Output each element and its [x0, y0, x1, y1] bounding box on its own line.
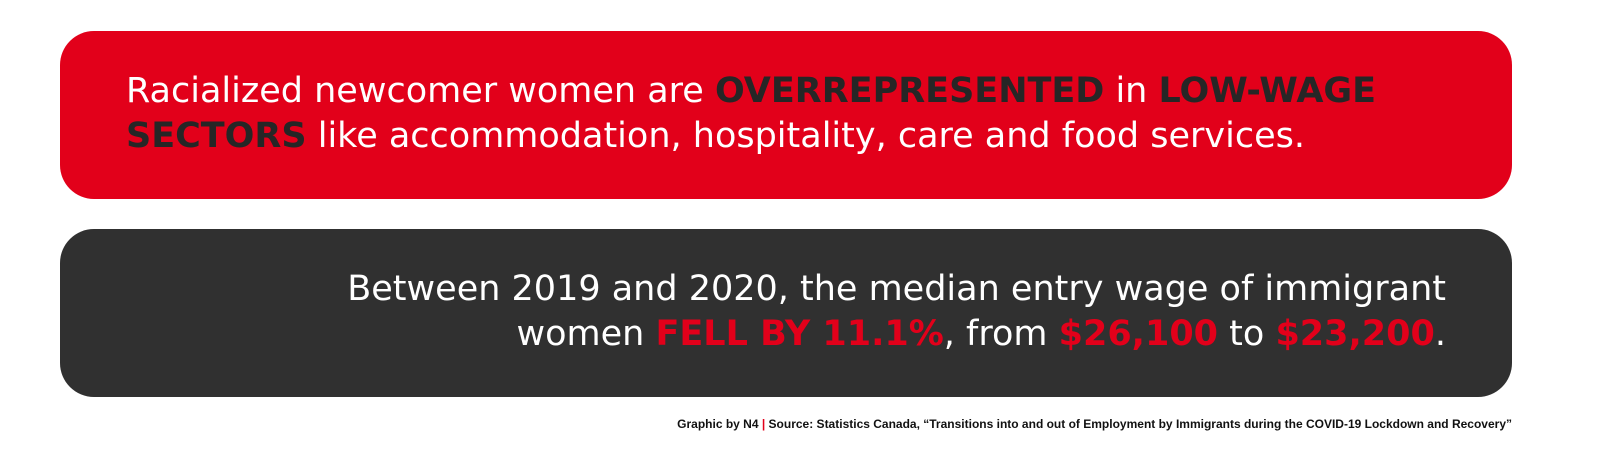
sectors-emphasis: SECTORS	[126, 116, 307, 156]
wage-2020-value: $23,200	[1275, 314, 1435, 354]
wage-drop-statement: Between 2019 and 2020, the median entry …	[347, 267, 1446, 357]
wage-line-2: women FELL BY 11.1%, from $26,100 to $23…	[347, 312, 1446, 357]
wage-text: .	[1434, 314, 1446, 354]
source-credit: Graphic by N4 | Source: Statistics Canad…	[677, 417, 1512, 431]
statement-line-1: Racialized newcomer women are OVERREPRES…	[126, 69, 1376, 114]
statement-line-2: SECTORS like accommodation, hospitality,…	[126, 114, 1376, 159]
wage-text: to	[1218, 314, 1276, 354]
statement-text: like accommodation, hospitality, care an…	[306, 116, 1305, 156]
wage-line-1: Between 2019 and 2020, the median entry …	[347, 269, 1446, 309]
wage-drop-panel: Between 2019 and 2020, the median entry …	[60, 229, 1512, 397]
credit-separator: |	[761, 417, 766, 431]
statement-text: in	[1104, 71, 1159, 111]
graphic-credit: Graphic by N4	[677, 417, 759, 431]
percent-drop-emphasis: FELL BY 11.1%	[655, 314, 944, 354]
low-wage-emphasis: LOW-WAGE	[1158, 71, 1377, 111]
overrepresented-emphasis: OVERREPRESENTED	[714, 71, 1105, 111]
source-citation: Source: Statistics Canada, “Transitions …	[768, 417, 1512, 431]
overrepresentation-panel: Racialized newcomer women are OVERREPRES…	[60, 31, 1512, 199]
wage-2019-value: $26,100	[1058, 314, 1219, 354]
statement-text: Racialized newcomer women are	[126, 71, 715, 111]
wage-text: women	[516, 314, 656, 354]
overrepresentation-statement: Racialized newcomer women are OVERREPRES…	[126, 69, 1376, 159]
wage-text: , from	[943, 314, 1059, 354]
